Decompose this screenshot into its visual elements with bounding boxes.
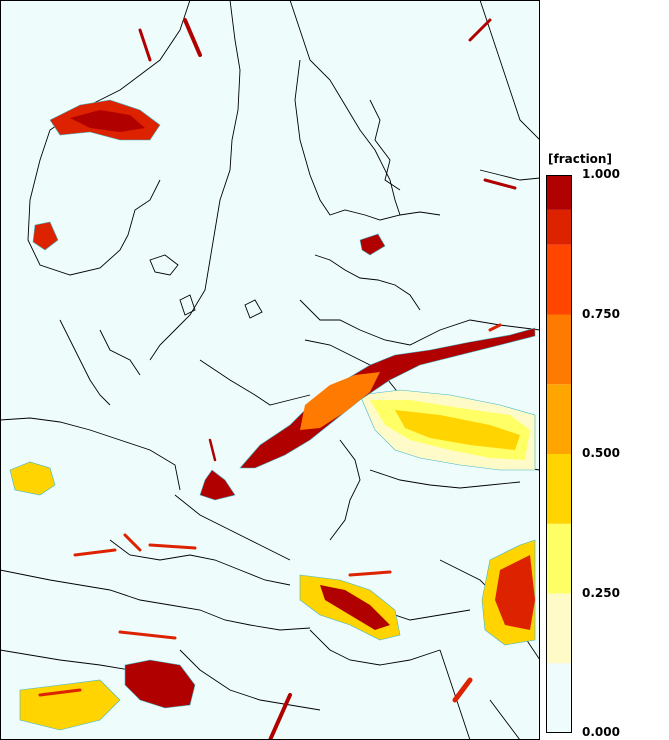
field-southeast-red: [495, 555, 535, 630]
field-baltic-red: [359, 233, 386, 256]
field-east-orange: [395, 410, 520, 450]
colorbar-tick-label: 0.500: [582, 446, 620, 460]
streak-finland: [483, 178, 517, 190]
field-alps-red: [124, 659, 196, 709]
streak-ee: [488, 323, 502, 332]
streak-cz-1: [73, 548, 117, 557]
streak-pl-1: [208, 438, 217, 462]
streak-at-2: [38, 688, 82, 697]
colorbar-tick-label: 0.250: [582, 585, 620, 600]
legend-title: [fraction]: [548, 152, 612, 166]
colorbar-tick-label: 1.000: [582, 167, 620, 181]
streak-north-3: [468, 18, 492, 42]
field-plume-orange: [300, 372, 380, 430]
fraction-map: [0, 0, 540, 740]
field-southwest-pale: [19, 679, 121, 731]
fraction-field: [9, 18, 536, 740]
field-plume-branch: [199, 469, 236, 501]
streak-cz-3: [123, 533, 142, 552]
streak-at-1: [118, 630, 177, 640]
streak-hu: [452, 677, 473, 703]
colorbar-tick-label: 0.750: [582, 306, 620, 321]
field-center-red: [320, 585, 390, 630]
colorbar-bin-7: [546, 209, 572, 245]
field-norway-dark: [70, 110, 145, 132]
colorbar-bin-5: [546, 314, 572, 385]
colorbar-bin-1: [546, 593, 572, 664]
field-west-pale: [9, 461, 56, 496]
colorbar-bin-6: [546, 244, 572, 315]
streak-north-2: [138, 28, 152, 62]
streak-hr: [268, 693, 292, 740]
streak-north-1: [183, 18, 202, 57]
colorbar-frame: [546, 175, 572, 733]
colorbar-bin-0: [546, 663, 572, 733]
colorbar-bin-8: [546, 175, 572, 210]
colorbar: [546, 175, 572, 733]
streak-sk: [348, 570, 392, 577]
streak-cz-2: [148, 543, 197, 550]
colorbar-bin-3: [546, 454, 572, 524]
field-norway-south: [32, 221, 59, 251]
colorbar-tick-label: 0.000: [582, 725, 620, 739]
colorbar-bin-2: [546, 523, 572, 594]
colorbar-bin-4: [546, 384, 572, 454]
